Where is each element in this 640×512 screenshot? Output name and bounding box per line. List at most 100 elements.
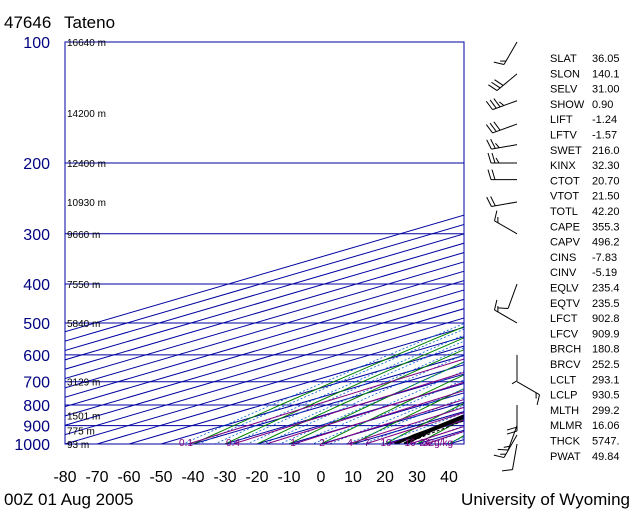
moist-adiabat-line [229,340,464,444]
temperature-tick-label: 0 [317,469,326,486]
pressure-tick-label: 500 [23,316,50,333]
moist-adiabat-line [410,425,464,444]
index-name: SLON [550,68,580,80]
wind-barb [502,443,518,472]
index-value: 21.50 [592,191,620,203]
mixing-ratio-label: 4 [347,438,353,449]
height-label: 5840 m [67,319,100,330]
moist-adiabat-line [378,412,464,444]
height-label: 10930 m [67,198,106,209]
parcel-path-line [404,420,464,444]
temperature-tick-label: 40 [440,469,458,486]
dry-adiabat-line [415,418,464,444]
temperature-tick-label: 10 [344,469,362,486]
index-name: BRCV [550,359,581,371]
isotherm-line [65,308,464,426]
height-label: 7550 m [67,280,100,291]
index-name: THCK [550,436,581,448]
moist-adiabat-line [328,388,464,444]
pressure-tick-label: 300 [23,227,50,244]
dry-adiabat-line [255,349,464,444]
mixing-ratio-label: 24 [419,438,431,449]
index-name: SWET [550,145,582,157]
dry-adiabat-line [191,326,464,444]
sounding-profiles [394,414,464,444]
index-value: 235.5 [592,298,620,310]
wind-barb [511,354,518,385]
isotherm-line [65,317,464,436]
temperature-line [403,415,464,444]
height-label: 3129 m [67,378,100,389]
index-value: 216.0 [592,145,620,157]
wind-barb [493,434,518,459]
isotherm-line [65,326,464,444]
mixing-ratio-line [264,381,464,444]
index-name: LFCT [550,313,578,325]
index-value: 180.8 [592,344,620,356]
index-name: MLMR [550,420,582,432]
mixing-ratio-line [387,419,464,444]
dry-adiabat-line [629,42,640,453]
pressure-tick-label: 1000 [14,437,50,454]
index-name: CTOT [550,175,580,187]
mixing-ratio-label: 2 [319,438,325,449]
mixing-ratio-label: 0.4 [226,438,240,449]
index-name: LFCV [550,328,579,340]
index-value: -7.83 [592,252,617,264]
index-name: VTOT [550,191,579,203]
index-name: SLAT [550,53,577,65]
index-name: SELV [550,84,578,96]
wind-barb [497,425,518,451]
dry-adiabat-line [319,374,464,444]
isotherm-line [65,223,464,342]
index-value: 20.70 [592,175,620,187]
index-value: 355.3 [592,221,620,233]
temperature-tick-label: 20 [376,469,394,486]
height-label: 16640 m [67,38,106,49]
mixing-ratio-label: 10 [380,438,392,449]
pressure-tick-label: 200 [23,156,50,173]
index-name: PWAT [550,451,581,463]
index-value: 235.4 [592,283,620,295]
index-value: 293.1 [592,374,620,386]
mixing-ratio-label: 1 [290,438,296,449]
wind-barbs [485,41,541,472]
temperature-tick-label: -40 [181,469,204,486]
index-name: MLTH [550,405,579,417]
wind-barb [493,41,518,66]
index-value: 252.5 [592,359,620,371]
wind-barb [493,210,518,235]
sounding-indices: SLAT 36.05 SLON 140.1 SELV 31.00 SHOW 0.90 LIFT -… [550,53,620,463]
mixing-ratio-line [186,358,464,444]
index-value: 42.20 [592,206,620,218]
isotherm-line [224,373,464,444]
wind-barb [516,381,541,406]
index-name: LFTV [550,130,578,142]
wind-barb [486,196,518,207]
index-name: KINX [550,160,576,172]
moist-adiabat-line [213,334,464,444]
background-grid [65,42,640,453]
wind-barb [487,169,517,181]
index-name: LCLP [550,390,578,402]
index-name: BRCH [550,344,581,356]
pressure-tick-label: 100 [23,35,50,52]
plot-border [64,41,465,445]
index-value: 16.06 [592,420,620,432]
mixing-ratio-label: 16 [404,438,416,449]
temperature-tick-label: -60 [117,469,140,486]
pressure-tick-label: 400 [23,277,50,294]
height-label: 93 m [67,440,89,451]
wind-barb [487,152,517,164]
isotherm-line [128,345,464,444]
credit-label: University of Wyoming [461,490,630,509]
index-name: TOTL [550,206,578,218]
index-name: CAPE [550,221,580,233]
isotherm-line [65,280,464,398]
temperature-tick-label: -80 [53,469,76,486]
pressure-tick-label: 800 [23,398,50,415]
observation-time: 00Z 01 Aug 2005 [4,490,134,509]
pressure-tick-label: 700 [23,375,50,392]
